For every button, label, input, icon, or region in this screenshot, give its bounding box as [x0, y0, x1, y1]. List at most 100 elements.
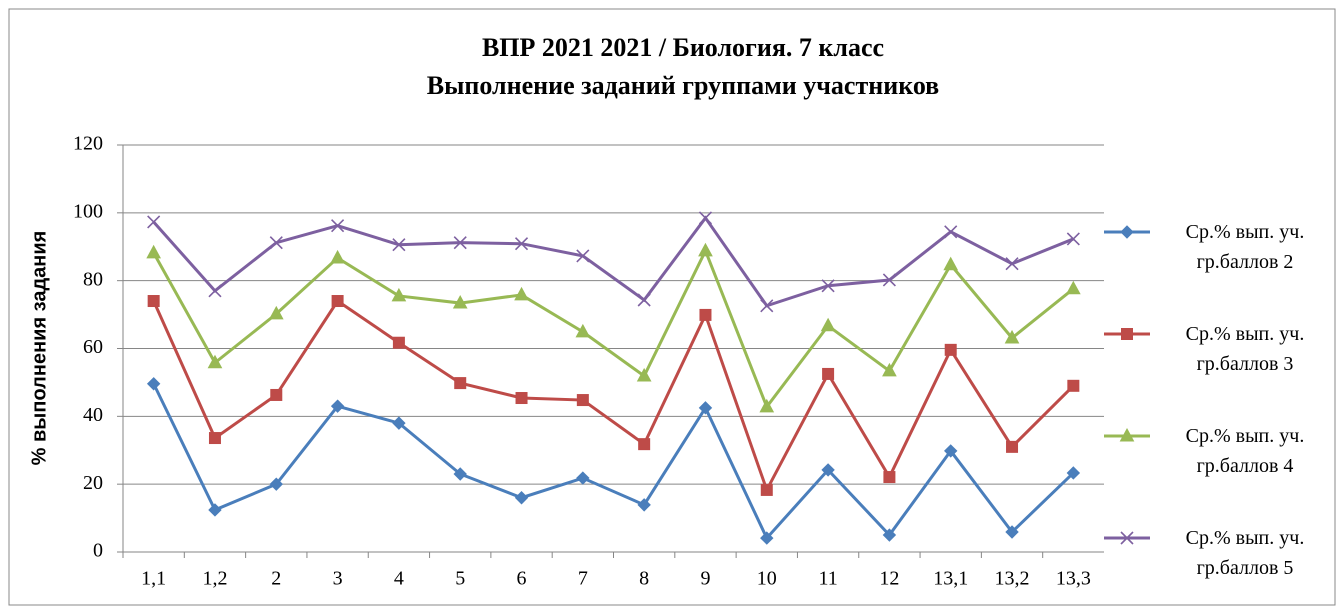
marker	[883, 471, 896, 484]
marker	[1066, 280, 1081, 295]
marker	[637, 498, 651, 512]
series-line	[152, 215, 1074, 308]
marker	[760, 299, 774, 313]
marker	[392, 336, 405, 349]
chart-frame	[8, 8, 1336, 606]
marker	[269, 477, 283, 491]
y-tick-label: 100	[73, 200, 103, 222]
series-line	[152, 383, 1075, 541]
marker	[1005, 525, 1019, 539]
marker	[1006, 440, 1019, 453]
x-tick-label: 10	[757, 568, 777, 590]
x-tick-label: 2	[271, 568, 281, 590]
marker	[514, 491, 529, 505]
marker	[760, 531, 774, 545]
marker	[699, 308, 712, 321]
legend-label: Ср.% вып. уч. гр.баллов 2	[1185, 221, 1305, 273]
marker	[944, 343, 957, 356]
series-line	[152, 247, 1075, 410]
marker	[637, 293, 651, 307]
marker	[392, 416, 406, 430]
x-tick-label: 13,2	[995, 568, 1030, 590]
x-tick-label: 9	[700, 568, 710, 590]
marker	[882, 273, 896, 287]
x-tick-label: 13,1	[933, 568, 968, 590]
marker	[514, 237, 529, 251]
x-tick-label: 8	[639, 568, 649, 590]
marker	[330, 249, 345, 264]
legend-label: Ср.% вып. уч. гр.баллов 4	[1185, 425, 1305, 477]
marker	[1066, 466, 1081, 480]
x-tick-label: 3	[333, 568, 343, 590]
marker	[331, 295, 344, 308]
marker	[147, 215, 161, 229]
marker	[636, 367, 652, 382]
x-tick-label: 13,3	[1056, 568, 1091, 590]
marker	[454, 377, 467, 390]
y-tick-label: 60	[83, 336, 103, 358]
marker	[330, 399, 345, 413]
marker	[1066, 232, 1080, 246]
marker	[453, 467, 467, 481]
marker	[882, 362, 897, 377]
marker	[944, 225, 958, 239]
marker	[1120, 225, 1134, 239]
marker	[331, 219, 345, 233]
y-tick-label: 20	[83, 472, 103, 494]
y-tick-label: 120	[73, 133, 103, 155]
y-axis-label: % выполнения задания	[28, 231, 50, 466]
marker	[882, 528, 897, 542]
marker	[147, 295, 160, 308]
marker	[269, 236, 283, 250]
x-tick-label: 11	[818, 568, 837, 590]
x-tick-label: 1,1	[141, 568, 166, 590]
x-tick-label: 5	[455, 568, 465, 590]
marker	[392, 238, 406, 252]
marker	[943, 256, 959, 271]
legend-label: Ср.% вып. уч. гр.баллов 5	[1185, 527, 1305, 579]
marker	[208, 284, 222, 298]
marker	[698, 211, 713, 225]
marker	[514, 286, 529, 301]
y-tick-label: 80	[83, 268, 103, 290]
marker	[698, 401, 713, 415]
marker	[576, 249, 590, 263]
x-tick-label: 7	[578, 568, 588, 590]
marker	[146, 377, 161, 391]
marker	[207, 354, 223, 369]
marker	[1005, 257, 1019, 271]
marker	[759, 398, 775, 413]
marker	[1121, 328, 1133, 340]
marker	[270, 388, 283, 401]
marker	[146, 244, 161, 259]
marker	[822, 367, 835, 380]
y-tick-label: 40	[83, 404, 103, 426]
marker	[515, 392, 528, 405]
marker	[208, 432, 221, 445]
marker	[576, 471, 590, 485]
marker	[1067, 379, 1080, 392]
marker	[1004, 329, 1020, 344]
legend-label: Ср.% вып. уч. гр.баллов 3	[1185, 323, 1305, 375]
marker	[821, 279, 835, 293]
marker	[820, 317, 836, 332]
marker	[821, 463, 835, 477]
marker	[1119, 427, 1135, 442]
chart-subtitle: Выполнение заданий группами участников	[427, 71, 939, 100]
marker	[268, 305, 284, 320]
x-tick-label: 6	[517, 568, 527, 590]
marker	[944, 444, 958, 458]
marker	[698, 242, 713, 257]
marker	[452, 295, 468, 309]
chart-title: ВПР 2021 2021 / Биология. 7 класс	[482, 33, 884, 62]
marker	[1120, 531, 1134, 545]
marker	[391, 287, 407, 302]
marker	[576, 394, 589, 407]
y-tick-label: 0	[93, 540, 103, 562]
marker	[575, 323, 591, 338]
marker	[453, 236, 467, 250]
x-tick-label: 12	[879, 568, 899, 590]
x-tick-label: 4	[394, 568, 404, 590]
